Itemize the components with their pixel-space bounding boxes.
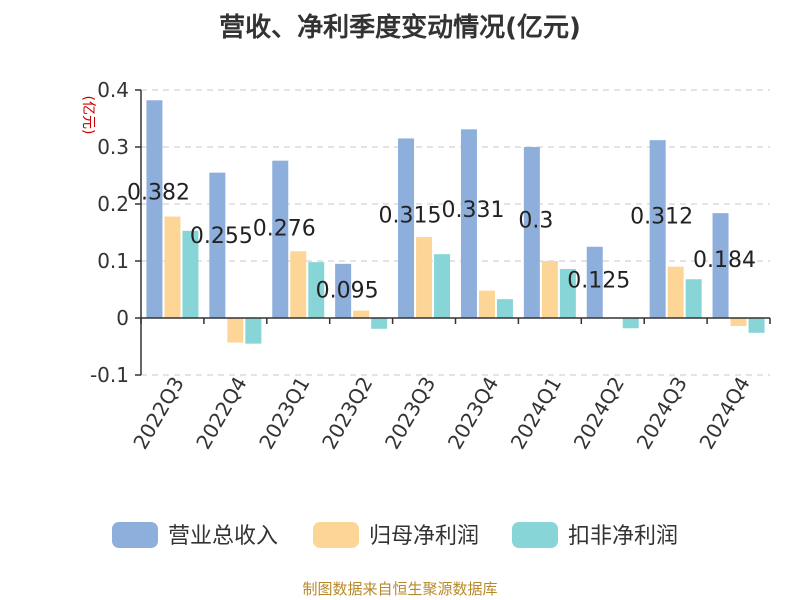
bar (164, 216, 181, 318)
bar (227, 318, 244, 343)
bar (209, 172, 226, 318)
data-label: 0.331 (441, 198, 504, 223)
bar (335, 263, 352, 318)
data-label: 0.382 (127, 180, 190, 205)
bar (182, 230, 199, 318)
bar (712, 213, 729, 318)
bar (685, 279, 702, 318)
x-tick-label: 2022Q4 (191, 373, 251, 454)
x-tick-label: 2024Q1 (506, 373, 566, 454)
bar (523, 147, 540, 318)
gridlines (141, 89, 770, 376)
y-tick-label: 0.1 (97, 249, 129, 273)
source-note: 制图数据来自恒生聚源数据库 (302, 580, 497, 598)
bar (622, 318, 639, 329)
bar (290, 251, 307, 318)
data-label: 0.276 (253, 217, 316, 242)
data-label: 0.184 (693, 248, 756, 273)
x-tick-label: 2023Q3 (380, 373, 440, 454)
bar (353, 310, 370, 318)
data-label: 0.312 (630, 204, 693, 229)
y-tick-label: 0.4 (97, 78, 129, 102)
x-tick-label: 2023Q2 (317, 373, 377, 454)
legend-swatch (512, 522, 558, 548)
bar (748, 318, 765, 333)
legend-swatch (112, 522, 158, 548)
data-label: 0.255 (190, 224, 253, 249)
bar (434, 254, 451, 318)
bar (308, 262, 325, 318)
bar (460, 129, 477, 318)
y-tick-label: 0.2 (97, 192, 129, 216)
y-tick-label: 0.3 (97, 135, 129, 159)
x-tick-label: 2024Q4 (694, 373, 754, 454)
bar (371, 318, 388, 329)
bar (272, 160, 289, 318)
bar (586, 246, 603, 318)
y-axis-unit-label: (亿元) (80, 96, 96, 135)
bars (146, 100, 765, 344)
bar (146, 100, 163, 318)
x-tick-label: 2024Q2 (569, 373, 629, 454)
legend-label: 扣非净利润 (568, 524, 678, 549)
legend-label: 营业总收入 (168, 524, 278, 549)
data-label: 0.3 (518, 208, 553, 233)
bar (730, 318, 747, 326)
bar (245, 318, 262, 344)
chart-title: 营收、净利季度变动情况(亿元) (219, 12, 581, 43)
bar (649, 140, 666, 318)
bar (416, 237, 433, 318)
y-tick-label: -0.1 (90, 363, 129, 387)
legend: 营业总收入 归母净利润 扣非净利润 (112, 522, 678, 549)
bar (478, 290, 495, 318)
x-tick-label: 2024Q3 (632, 373, 692, 454)
data-label: 0.315 (379, 203, 442, 228)
bar (496, 299, 513, 318)
data-label: 0.125 (567, 268, 630, 293)
data-label: 0.095 (316, 279, 379, 304)
bar (541, 261, 558, 318)
legend-swatch (313, 522, 359, 548)
bar (559, 268, 576, 318)
x-tick-label: 2023Q1 (254, 373, 314, 454)
bar (667, 266, 684, 318)
y-tick-label: 0 (116, 306, 129, 330)
legend-label: 归母净利润 (369, 524, 479, 549)
bar (398, 138, 415, 318)
x-tick-label: 2023Q4 (443, 373, 503, 454)
x-tick-label: 2022Q3 (128, 373, 188, 454)
